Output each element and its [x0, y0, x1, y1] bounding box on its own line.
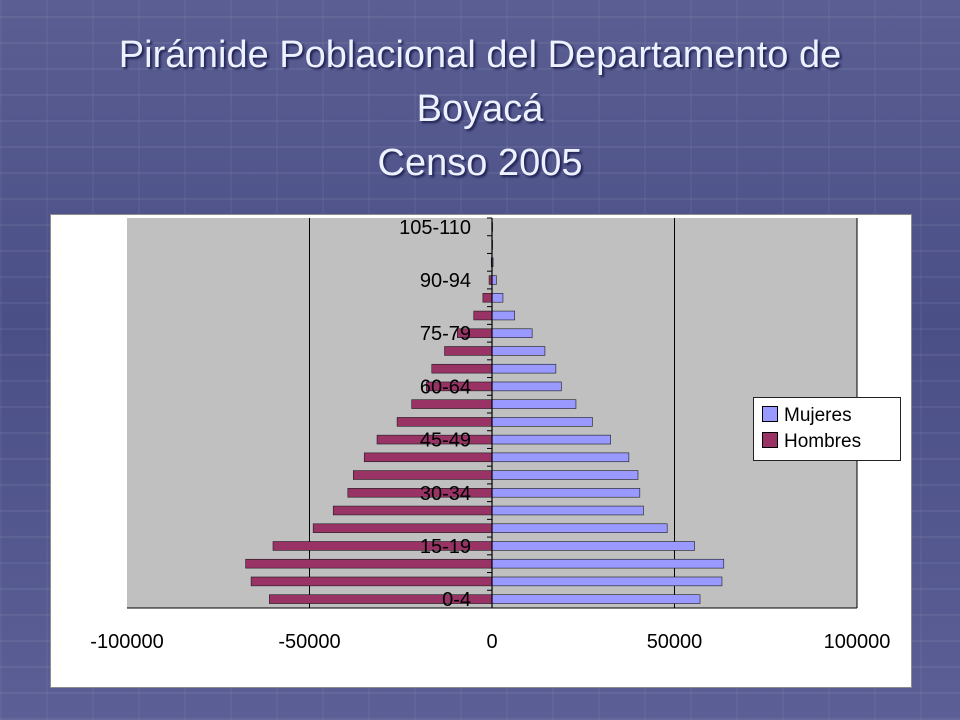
bar-mujeres-25-29 [491, 505, 644, 516]
population-pyramid-chart: 0-4 15-19 30-34 45-49 60-64 75-79 90-94 105-110… [50, 214, 912, 688]
slide-title-line-2: Boyacá [416, 88, 544, 130]
bar-mujeres-90-94 [491, 275, 497, 285]
bar-hombres-35-39 [352, 470, 493, 480]
bar-hombres-10-14 [245, 558, 493, 569]
category-label-45-49: 45-49 [420, 430, 471, 452]
bar-mujeres-55-59 [491, 399, 577, 409]
bar-hombres-5-9 [250, 576, 493, 587]
category-label-0-4: 0-4 [442, 589, 471, 611]
category-label-90-94: 90-94 [420, 270, 471, 292]
bar-hombres-20-24 [312, 523, 493, 533]
bar-mujeres-0-4 [491, 594, 701, 604]
bar-hombres-40-44 [363, 452, 493, 463]
legend-item-hombres: Hombres [762, 430, 861, 454]
legend-label-hombres: Hombres [784, 431, 862, 452]
x-tick-label-3: 50000 [647, 631, 703, 653]
bar-hombres-25-29 [332, 505, 493, 516]
category-label-105-110: 105-110 [399, 217, 471, 239]
bar-mujeres-10-14 [491, 558, 725, 569]
x-tick-label-4: 100000 [824, 631, 891, 653]
legend-swatch-hombres [762, 431, 778, 448]
chart-legend: Mujeres Hombres [753, 397, 901, 461]
bar-mujeres-45-49 [491, 434, 611, 445]
bar-hombres-85-89 [482, 293, 493, 303]
bar-mujeres-60-64 [491, 381, 562, 392]
bar-mujeres-15-19 [491, 541, 695, 551]
bar-hombres-70-74 [444, 346, 493, 356]
bar-hombres-80-84 [473, 310, 493, 321]
bar-mujeres-65-69 [491, 363, 557, 374]
legend-item-mujeres: Mujeres [762, 404, 852, 428]
bar-mujeres-30-34 [491, 488, 641, 498]
x-tick-label-0: -100000 [90, 631, 163, 653]
slide-title-line-3: Censo 2005 [377, 142, 583, 184]
slide-title-line-1: Pirámide Poblacional del Departamento de [118, 34, 842, 76]
bar-mujeres-80-84 [491, 310, 515, 321]
x-tick-label-2: 0 [486, 631, 497, 653]
bar-mujeres-70-74 [491, 346, 546, 356]
chart-plot-svg: 0-4 15-19 30-34 45-49 60-64 75-79 90-94 105-110… [90, 217, 891, 653]
bar-mujeres-40-44 [491, 452, 630, 463]
bar-mujeres-50-54 [491, 417, 593, 427]
bar-mujeres-85-89 [491, 293, 504, 303]
category-label-60-64: 60-64 [420, 376, 471, 398]
bar-mujeres-5-9 [491, 576, 723, 587]
bar-hombres-65-69 [431, 363, 493, 374]
category-label-30-34: 30-34 [420, 483, 471, 505]
bar-hombres-55-59 [411, 399, 493, 409]
bar-mujeres-35-39 [491, 470, 639, 480]
category-label-15-19: 15-19 [420, 536, 471, 558]
bar-mujeres-75-79 [491, 328, 533, 338]
category-label-75-79: 75-79 [420, 323, 471, 345]
legend-label-mujeres: Mujeres [784, 405, 852, 426]
slide-title: Pirámide Poblacional del Departamento de… [40, 28, 920, 190]
bar-mujeres-20-24 [491, 523, 668, 533]
legend-swatch-mujeres [762, 405, 778, 422]
x-tick-label-1: -50000 [278, 631, 340, 653]
bar-hombres-50-54 [396, 417, 493, 427]
